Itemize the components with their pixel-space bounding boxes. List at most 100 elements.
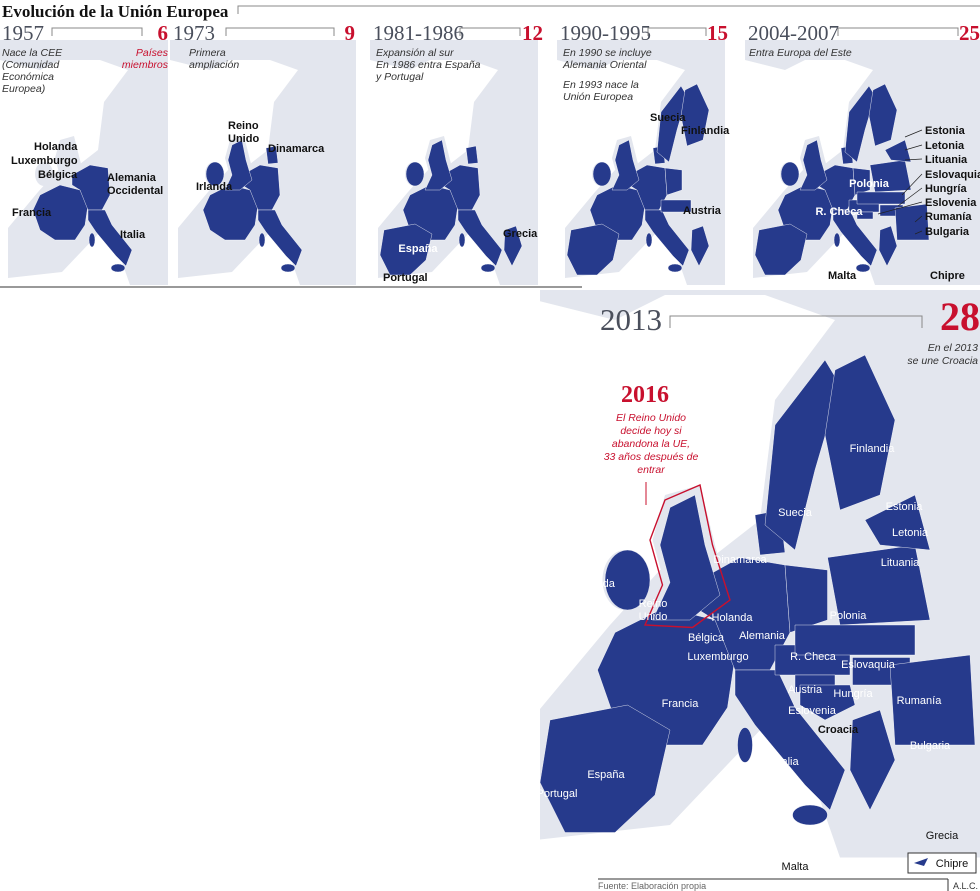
label: Reino <box>228 120 259 132</box>
label: Rumanía <box>925 211 972 223</box>
label: Bulgaria <box>910 740 951 752</box>
label: Eslovaquia <box>841 659 896 671</box>
label: Hungría <box>925 183 967 195</box>
label: Alemania <box>107 172 157 184</box>
source: Fuente: Elaboración propia <box>598 881 706 891</box>
year: 1990-1995 <box>560 21 651 45</box>
members: 9 <box>345 21 356 45</box>
label: España <box>587 769 625 781</box>
panel: 1973 9 Primera ampliación Reino Unido Di… <box>170 21 356 285</box>
highlight-text: entrar <box>637 464 665 476</box>
label: Grecia <box>503 228 538 240</box>
label: Reino <box>639 598 668 610</box>
bracket <box>669 315 923 328</box>
note: En 1986 entra España <box>376 59 481 71</box>
label: España <box>398 243 438 255</box>
note: Económica <box>2 71 54 83</box>
label: Unido <box>228 133 259 145</box>
label: Francia <box>662 698 700 710</box>
year: 2004-2007 <box>748 21 839 45</box>
highlight-text: 33 años después de <box>604 451 699 463</box>
label: Suecia <box>778 507 813 519</box>
members: 15 <box>707 21 728 45</box>
note: En 1990 se incluye <box>563 47 652 59</box>
members: 6 <box>158 21 169 45</box>
label: Malta <box>782 861 810 873</box>
note: (Comunidad <box>2 59 60 71</box>
label: Estonia <box>886 501 924 513</box>
bracket <box>647 27 707 36</box>
note: ampliación <box>189 59 239 71</box>
label: Eslovenia <box>925 197 977 209</box>
legend: Países <box>136 47 169 59</box>
label: R. Checa <box>790 651 837 663</box>
label: Finlandia <box>681 125 730 137</box>
year: 1957 <box>2 21 44 45</box>
note: se une Croacia <box>907 355 978 367</box>
label: Estonia <box>925 125 966 137</box>
panel: 1981-1986 12 Expansión al sur En 1986 en… <box>370 21 543 285</box>
label: Grecia <box>926 830 959 842</box>
label: Croacia <box>818 724 859 736</box>
label: Letonia <box>892 527 929 539</box>
label: Bélgica <box>688 632 725 644</box>
inset-box <box>907 852 977 874</box>
uk-outline <box>645 485 730 628</box>
note: Unión Europea <box>563 91 633 103</box>
highlight-text: El Reino Unido <box>616 412 686 424</box>
legend: miembros <box>122 59 169 71</box>
label: Suecia <box>650 112 686 124</box>
note: En 1993 nace la <box>563 79 639 91</box>
highlight-text: decide hoy si <box>620 425 682 437</box>
note: Nace la CEE <box>2 47 63 59</box>
note: Expansión al sur <box>376 47 454 59</box>
label: Occidental <box>107 185 163 197</box>
bracket <box>237 5 980 14</box>
panel: 1990-1995 15 En 1990 se incluye Alemania… <box>557 21 730 285</box>
members: 28 <box>940 294 980 339</box>
label: Alemania <box>739 630 786 642</box>
panel: 1957 6 Países miembros Nace la CEE (Comu… <box>0 21 169 285</box>
year: 2013 <box>600 302 662 337</box>
label: Polonia <box>830 610 868 622</box>
bracket <box>225 27 335 36</box>
label: Lituania <box>881 557 920 569</box>
label: Irlanda <box>196 181 233 193</box>
label: Chipre <box>930 270 965 282</box>
label: Italia <box>775 756 799 768</box>
note: y Portugal <box>375 71 424 83</box>
bracket <box>459 27 521 36</box>
panel: 2004-2007 25 Entra Europa del Este Eston… <box>745 21 980 285</box>
label: Portugal <box>537 788 578 800</box>
label: R. Checa <box>815 206 863 218</box>
note: En el 2013 <box>928 342 978 354</box>
main-panel: 2013 28 En el 2013 se une Croacia 2016 E… <box>537 290 980 874</box>
note: Entra Europa del Este <box>749 47 852 59</box>
callout-lines <box>877 129 923 235</box>
label: Portugal <box>383 272 428 284</box>
note: Primera <box>189 47 226 59</box>
bracket <box>51 27 143 36</box>
label: Bélgica <box>38 169 78 181</box>
highlight-year: 2016 <box>621 382 669 408</box>
label: Eslovenia <box>788 705 837 717</box>
label: Italia <box>120 229 146 241</box>
label: Luxemburgo <box>11 155 78 167</box>
main-map <box>540 290 980 858</box>
note: Europea) <box>2 83 45 95</box>
title: Evolución de la Unión Europea <box>2 2 229 21</box>
label: Austria <box>788 684 823 696</box>
label: Unido <box>639 611 668 623</box>
label: Dinamarca <box>268 143 325 155</box>
bracket <box>837 27 959 36</box>
label: Austria <box>683 205 722 217</box>
label: Letonia <box>925 140 965 152</box>
members: 25 <box>959 21 980 45</box>
label: Polonia <box>849 178 890 190</box>
label: Bulgaria <box>925 226 970 238</box>
label: Rumanía <box>897 695 943 707</box>
label: Malta <box>828 270 857 282</box>
credit: A.L.C. <box>953 881 978 891</box>
label: Irlanda <box>581 578 616 590</box>
